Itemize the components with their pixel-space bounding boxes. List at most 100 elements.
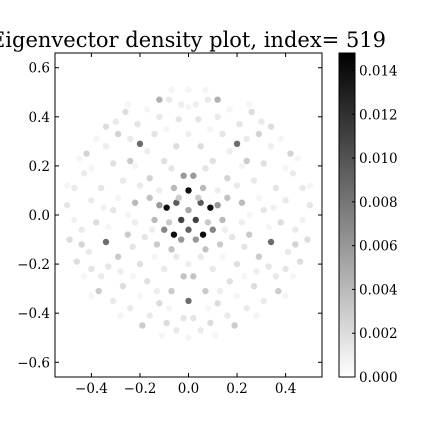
data-point [260, 297, 267, 305]
data-point [185, 187, 192, 194]
data-point [88, 197, 95, 204]
data-point [185, 86, 192, 94]
plot-frame [54, 52, 323, 378]
colorbar-tick-label: 0.004 [359, 282, 398, 298]
data-point [202, 165, 209, 172]
data-point [253, 312, 260, 319]
data-point [282, 165, 289, 172]
data-point [192, 236, 199, 243]
data-point [255, 194, 263, 202]
scatter-points [63, 86, 314, 341]
data-point [284, 248, 292, 256]
data-point [134, 120, 141, 128]
data-point [66, 236, 73, 243]
data-point [226, 106, 233, 113]
data-point [110, 206, 117, 214]
data-point [255, 253, 263, 260]
y-tick-label: −0.2 [17, 257, 50, 273]
data-point [190, 273, 197, 280]
data-point [267, 123, 275, 130]
data-point [129, 273, 136, 280]
data-point [63, 201, 71, 209]
data-point [131, 199, 139, 206]
data-point [185, 130, 192, 138]
data-point [178, 236, 185, 243]
data-point [136, 140, 144, 148]
data-point [136, 182, 144, 189]
data-point [226, 147, 233, 155]
data-point [197, 143, 204, 150]
data-point [73, 258, 81, 265]
x-tick-label: −0.4 [75, 381, 108, 397]
colorbar-ticks: 0.000 0.002 0.004 0.006 0.008 0.010 0.012 0.014 [352, 64, 398, 386]
data-point [282, 292, 289, 300]
data-point [228, 233, 236, 241]
data-point [245, 231, 253, 238]
data-point [131, 162, 139, 170]
data-point [80, 273, 88, 280]
data-point [209, 265, 216, 273]
data-point [192, 216, 199, 224]
data-point [214, 201, 221, 209]
x-tick-label: 0.2 [226, 381, 247, 397]
y-tick-label: 0.2 [29, 159, 50, 175]
data-point [202, 287, 209, 295]
data-point [114, 194, 122, 202]
x-tick-label: 0.0 [178, 381, 199, 397]
data-point [151, 130, 158, 138]
data-point [306, 201, 314, 209]
data-point [63, 182, 71, 189]
data-point [119, 177, 127, 184]
colorbar-tick-label: 0.012 [359, 107, 398, 123]
colorbar-tick-label: 0.014 [359, 64, 398, 80]
data-point [267, 143, 275, 150]
data-point [275, 287, 282, 295]
data-point [221, 226, 229, 233]
data-point [236, 120, 243, 128]
data-point [185, 260, 192, 268]
data-point [165, 305, 173, 312]
data-point [170, 184, 178, 192]
data-point [168, 246, 175, 253]
colorbar-tick-label: 0.006 [359, 239, 398, 255]
colorbar-tick-label: 0.002 [359, 326, 398, 342]
data-point [175, 194, 182, 202]
data-point [204, 305, 212, 312]
data-point [272, 184, 280, 192]
data-point [233, 260, 241, 268]
data-point [168, 287, 175, 295]
data-point [199, 184, 207, 192]
data-point [190, 314, 197, 322]
data-point [197, 253, 204, 260]
data-point [144, 106, 151, 113]
colorbar-tick-label: 0.000 [359, 370, 398, 386]
data-point [260, 160, 267, 167]
data-point [88, 292, 95, 300]
data-point [153, 241, 161, 248]
data-point [117, 268, 124, 275]
data-point [272, 273, 280, 280]
data-point [265, 263, 272, 270]
data-point [219, 130, 226, 138]
data-point [180, 273, 187, 280]
data-point [102, 123, 110, 130]
data-point [197, 199, 204, 206]
colorbar-tick-label: 0.008 [359, 195, 398, 211]
data-point [241, 243, 248, 251]
data-point [165, 219, 173, 226]
data-point [148, 226, 156, 233]
data-point [180, 314, 187, 322]
data-point [93, 219, 100, 226]
data-point [161, 265, 168, 273]
data-point [71, 216, 78, 224]
data-point [304, 236, 311, 243]
data-point [202, 246, 209, 253]
data-point [173, 199, 180, 206]
data-point [122, 108, 129, 116]
data-point [243, 305, 250, 312]
data-point [204, 219, 212, 226]
data-point [224, 194, 231, 202]
data-point [163, 204, 170, 211]
data-point [238, 162, 246, 170]
